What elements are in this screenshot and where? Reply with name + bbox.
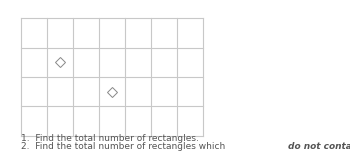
Text: 1.  Find the total number of rectangles.: 1. Find the total number of rectangles. (21, 134, 199, 143)
Text: 2.  Find the total number of rectangles which: 2. Find the total number of rectangles w… (21, 142, 228, 151)
Text: do not contain any diamond: do not contain any diamond (288, 142, 350, 151)
